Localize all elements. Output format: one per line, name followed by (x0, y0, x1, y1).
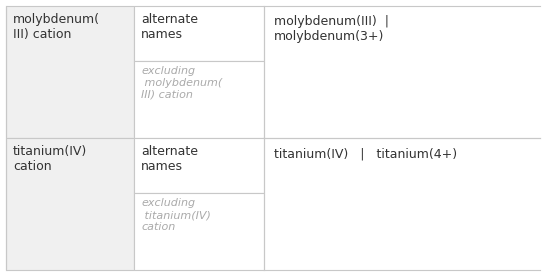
Text: excluding
 molybdenum(
III) cation: excluding molybdenum( III) cation (141, 67, 222, 100)
Text: titanium(IV)
cation: titanium(IV) cation (13, 145, 87, 173)
Bar (134, 193, 264, 270)
Bar (134, 6, 264, 62)
Bar (134, 62, 264, 138)
Bar (6, 138, 134, 270)
Bar (6, 6, 134, 138)
Text: molybdenum(III)  |
molybdenum(3+): molybdenum(III) | molybdenum(3+) (274, 15, 389, 43)
Text: excluding
 titanium(IV)
cation: excluding titanium(IV) cation (141, 198, 211, 232)
Text: titanium(IV)   |   titanium(4+): titanium(IV) | titanium(4+) (274, 147, 457, 160)
Bar (134, 138, 264, 193)
Text: alternate
names: alternate names (141, 145, 198, 173)
Text: alternate
names: alternate names (141, 13, 198, 41)
Text: molybdenum(
III) cation: molybdenum( III) cation (13, 13, 100, 41)
